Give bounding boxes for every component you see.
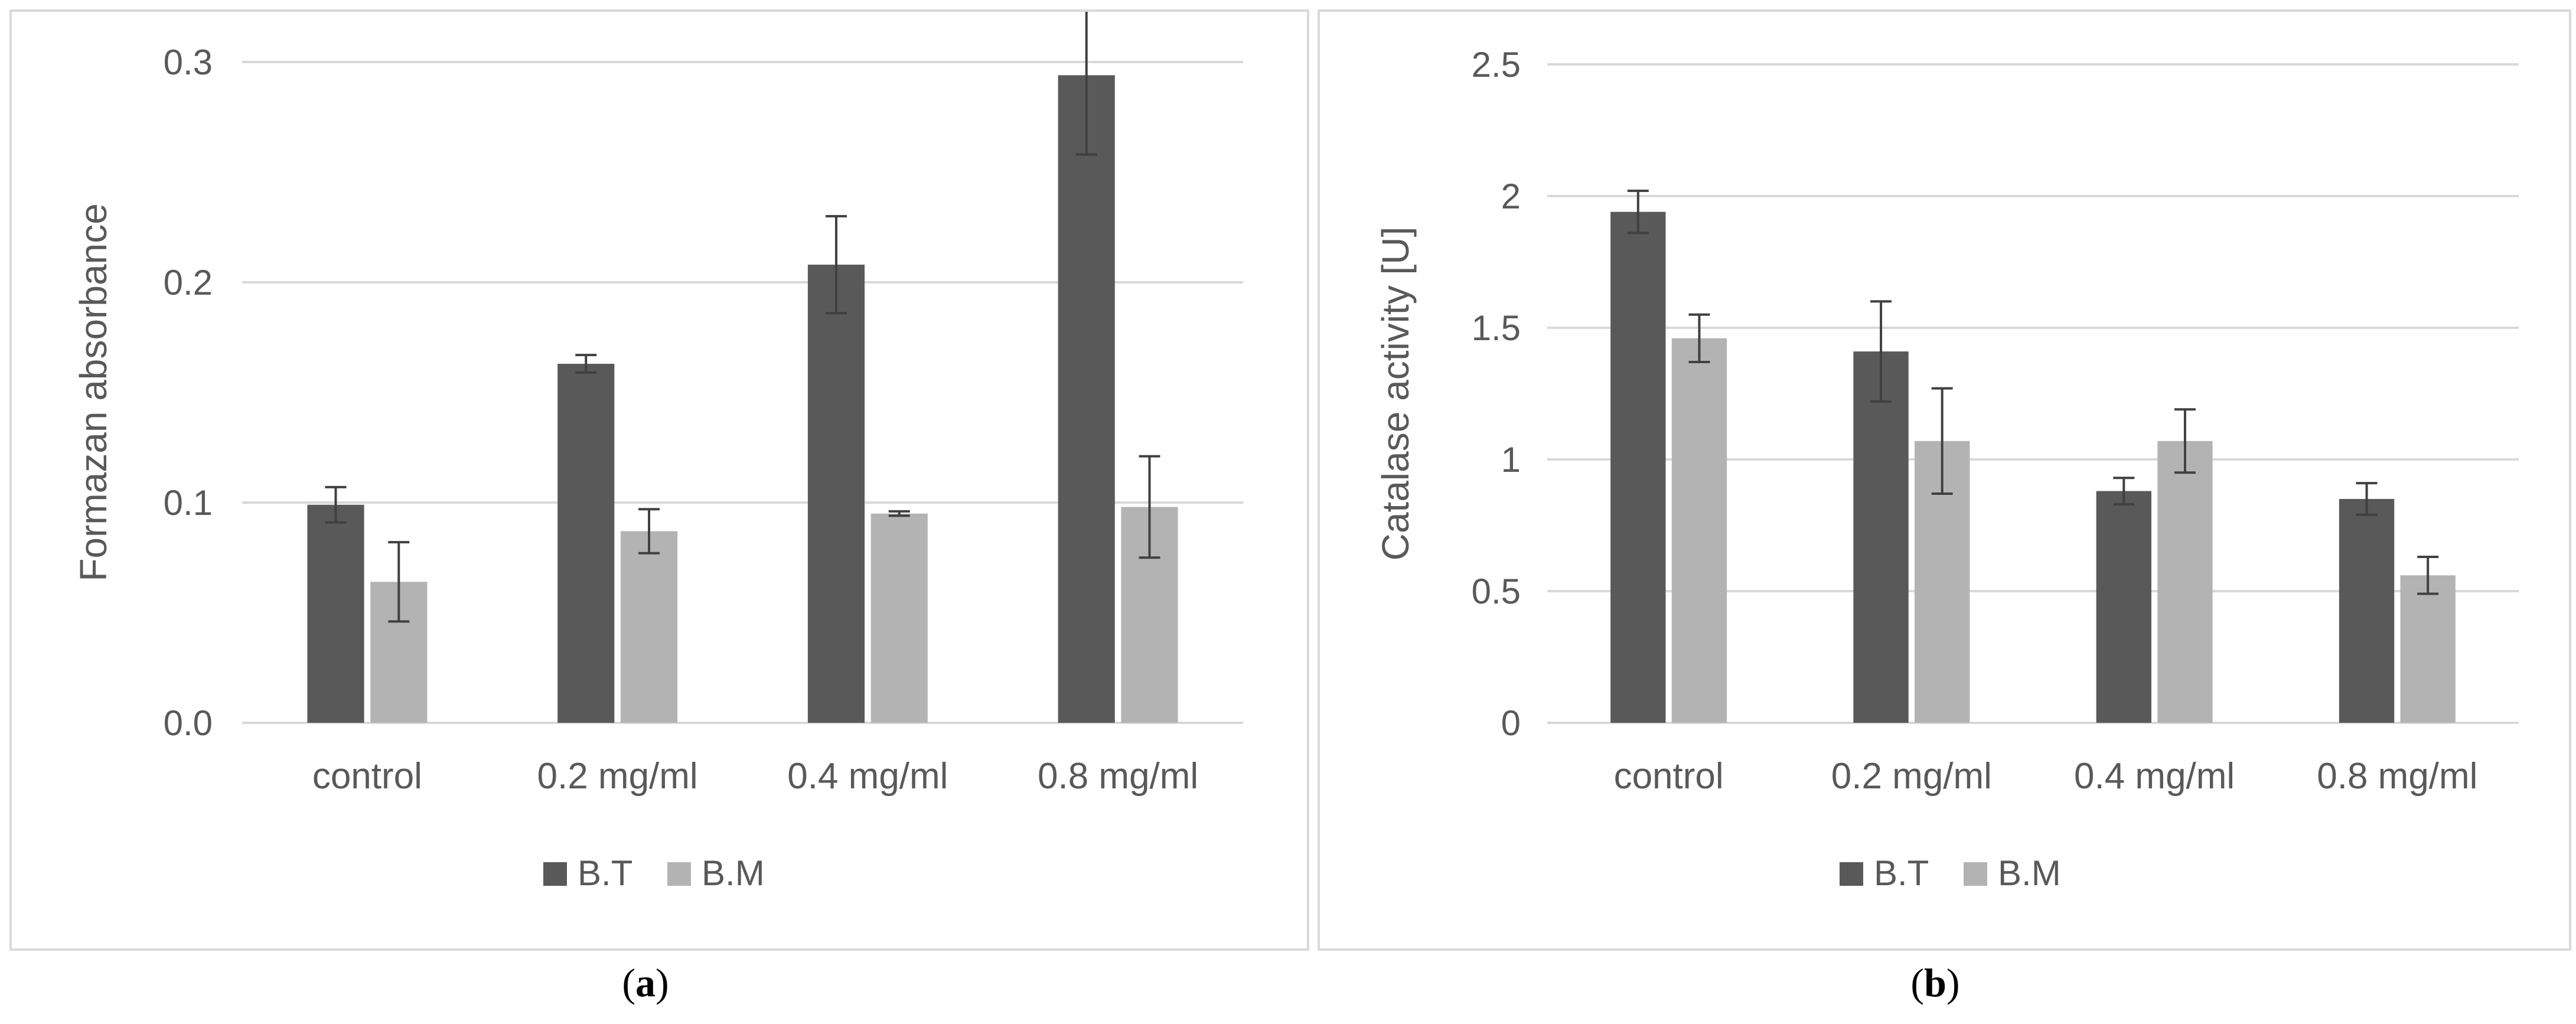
caption-b: (b)	[1910, 960, 1960, 1005]
chart-b-bar-bt-0	[1610, 211, 1666, 723]
chart-b-bar-bt-2	[2096, 491, 2151, 723]
chart-b-ylabel: Catalase activity [U]	[1374, 227, 1417, 561]
chart-b-legend-swatch	[1840, 862, 1863, 886]
chart-b-category-label: 0.8 mg/ml	[2317, 756, 2477, 797]
chart-a-bar-bt-3	[1058, 75, 1115, 723]
chart-a-bar-bm-2	[870, 513, 928, 723]
chart-a-category-label: 0.8 mg/ml	[1038, 756, 1198, 797]
chart-b-ytick-label: 1.5	[1472, 308, 1521, 348]
caption-a-label: a	[635, 960, 656, 1005]
chart-a-category-label: control	[312, 756, 422, 797]
caption-b-label: b	[1924, 960, 1946, 1005]
chart-panel-a: 0.0 0.1 0.2 0.3 Formazan absorbance control 0.…	[9, 9, 1309, 951]
chart-b-ytick-label: 0	[1501, 703, 1521, 743]
chart-a-bar-bt-0	[307, 504, 364, 723]
chart-panel-b: 0 0.5 1 1.5 2 2.5 Catalase activity [U] control…	[1318, 9, 2571, 951]
chart-a-svg: 0.0 0.1 0.2 0.3 Formazan absorbance control 0.…	[72, 12, 1243, 893]
chart-b-ytick-label: 2.5	[1472, 45, 1521, 84]
chart-a-ytick-label: 0.0	[164, 703, 213, 743]
chart-b-legend-swatch	[1964, 862, 1987, 886]
chart-a-category-label: 0.4 mg/ml	[787, 756, 948, 797]
chart-b-bar-bm-2	[2157, 441, 2213, 723]
chart-b-ytick-label: 1	[1501, 440, 1521, 480]
chart-b-category-label: 0.4 mg/ml	[2074, 756, 2235, 797]
chart-a-bar-bt-2	[807, 265, 865, 723]
chart-a-ytick-label: 0.1	[164, 483, 213, 523]
chart-b-bar-bt-3	[2339, 498, 2395, 723]
caption-a: (a)	[622, 960, 669, 1005]
chart-a-ytick-label: 0.2	[164, 263, 213, 302]
chart-b-category-label: control	[1614, 756, 1724, 797]
chart-a-legend-swatch	[667, 862, 691, 886]
chart-b-bar-bt-1	[1853, 351, 1909, 723]
chart-a-legend-swatch	[543, 862, 567, 886]
chart-b-category-label: 0.2 mg/ml	[1831, 756, 1992, 797]
chart-b-ytick-label: 0.5	[1472, 572, 1521, 611]
chart-b-legend-label: B.T	[1874, 853, 1929, 893]
chart-a-bar-bm-1	[620, 531, 678, 723]
chart-a-category-label: 0.2 mg/ml	[537, 756, 698, 797]
chart-b-ytick-label: 2	[1501, 177, 1521, 216]
chart-a-ylabel: Formazan absorbance	[72, 203, 115, 581]
chart-b-svg: 0 0.5 1 1.5 2 2.5 Catalase activity [U] control…	[1374, 45, 2519, 893]
chart-a-ytick-label: 0.3	[164, 43, 213, 82]
chart-b-bar-bm-3	[2400, 575, 2456, 723]
chart-a-legend-label: B.T	[578, 853, 632, 893]
chart-a-legend-label: B.M	[702, 853, 765, 893]
chart-a-bar-bt-1	[557, 364, 615, 723]
chart-b-legend-label: B.M	[1998, 853, 2061, 893]
chart-b-bar-bm-0	[1671, 338, 1727, 723]
